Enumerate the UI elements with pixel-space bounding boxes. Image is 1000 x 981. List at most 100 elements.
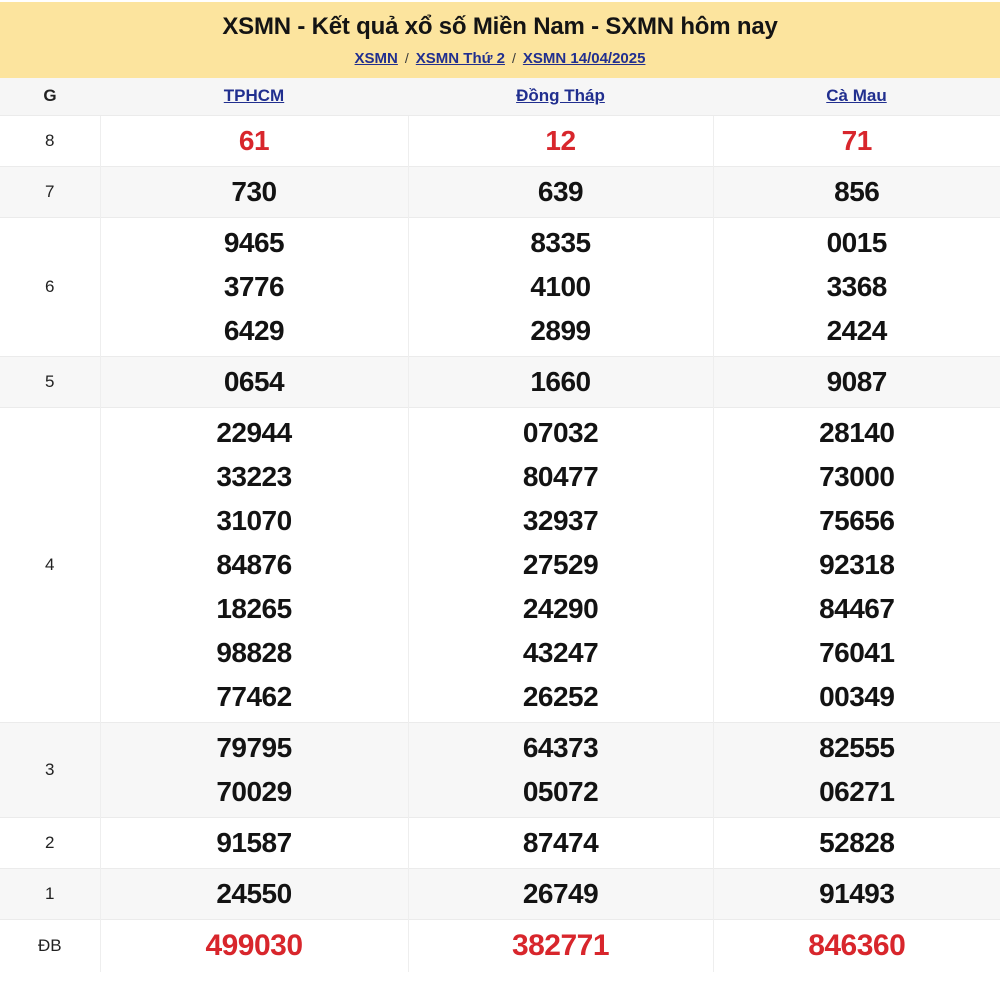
lottery-number: 3776 xyxy=(101,265,408,309)
lottery-number: 75656 xyxy=(714,499,1000,543)
breadcrumb-link-xsmn-thu-2[interactable]: XSMN Thứ 2 xyxy=(416,50,505,67)
column-header-tphcm: TPHCM xyxy=(100,78,408,116)
lottery-number: 77462 xyxy=(101,675,408,719)
lottery-number: 3368 xyxy=(714,265,1000,309)
lottery-number: 6429 xyxy=(101,309,408,353)
lottery-number: 26749 xyxy=(409,872,713,916)
lottery-number: 00349 xyxy=(714,675,1000,719)
column-header-ca-mau: Cà Mau xyxy=(713,78,1000,116)
prize-label: 8 xyxy=(0,116,100,167)
lottery-number: 73000 xyxy=(714,455,1000,499)
breadcrumb-separator: / xyxy=(398,50,416,66)
prize-label: 1 xyxy=(0,869,100,920)
result-cell: 856 xyxy=(713,167,1000,218)
prize-label: ĐB xyxy=(0,920,100,973)
result-cell: 52828 xyxy=(713,818,1000,869)
result-cell: 87474 xyxy=(408,818,713,869)
prize-label: 3 xyxy=(0,723,100,818)
breadcrumb: XSMN/XSMN Thứ 2/XSMN 14/04/2025 xyxy=(0,50,1000,67)
lottery-number: 98828 xyxy=(101,631,408,675)
lottery-number: 730 xyxy=(101,170,408,214)
prize-label: 4 xyxy=(0,408,100,723)
result-cell: 91587 xyxy=(100,818,408,869)
result-cell: 499030 xyxy=(100,920,408,973)
lottery-number: 92318 xyxy=(714,543,1000,587)
lottery-number: 79795 xyxy=(101,726,408,770)
result-cell: 1660 xyxy=(408,357,713,408)
province-link-ca-mau[interactable]: Cà Mau xyxy=(826,86,886,105)
lottery-number: 27529 xyxy=(409,543,713,587)
lottery-number: 91493 xyxy=(714,872,1000,916)
lottery-number: 80477 xyxy=(409,455,713,499)
breadcrumb-link-xsmn-date[interactable]: XSMN 14/04/2025 xyxy=(523,50,646,67)
table-header: G TPHCM Đồng Tháp Cà Mau xyxy=(0,78,1000,116)
lottery-number: 18265 xyxy=(101,587,408,631)
result-cell: 26749 xyxy=(408,869,713,920)
result-cell: 382771 xyxy=(408,920,713,973)
lottery-number: 84876 xyxy=(101,543,408,587)
page-title: XSMN - Kết quả xổ số Miền Nam - SXMN hôm… xyxy=(0,13,1000,41)
lottery-number: 382771 xyxy=(409,924,713,968)
lottery-number: 82555 xyxy=(714,726,1000,770)
lottery-number: 856 xyxy=(714,170,1000,214)
result-cell: 12 xyxy=(408,116,713,167)
lottery-number: 70029 xyxy=(101,770,408,814)
header-row: G TPHCM Đồng Tháp Cà Mau xyxy=(0,78,1000,116)
lottery-number: 05072 xyxy=(409,770,713,814)
breadcrumb-separator: / xyxy=(505,50,523,66)
result-cell: 639 xyxy=(408,167,713,218)
lottery-number: 91587 xyxy=(101,821,408,865)
result-cell: 730 xyxy=(100,167,408,218)
prize-label: 6 xyxy=(0,218,100,357)
result-cell: 24550 xyxy=(100,869,408,920)
lottery-number: 84467 xyxy=(714,587,1000,631)
prize-column-header: G xyxy=(0,78,100,116)
lottery-number: 846360 xyxy=(714,924,1000,968)
result-cell: 9087 xyxy=(713,357,1000,408)
lottery-number: 26252 xyxy=(409,675,713,719)
lottery-number: 76041 xyxy=(714,631,1000,675)
lottery-number: 28140 xyxy=(714,411,1000,455)
result-cell: 846360 xyxy=(713,920,1000,973)
lottery-number: 31070 xyxy=(101,499,408,543)
lottery-number: 0654 xyxy=(101,360,408,404)
lottery-number: 0015 xyxy=(714,221,1000,265)
province-link-dong-thap[interactable]: Đồng Tháp xyxy=(516,86,605,105)
lottery-number: 07032 xyxy=(409,411,713,455)
lottery-number: 2424 xyxy=(714,309,1000,353)
prize-label: 5 xyxy=(0,357,100,408)
result-cell: 91493 xyxy=(713,869,1000,920)
lottery-number: 52828 xyxy=(714,821,1000,865)
lottery-number: 71 xyxy=(714,119,1000,163)
province-link-tphcm[interactable]: TPHCM xyxy=(224,86,284,105)
prize-label: 7 xyxy=(0,167,100,218)
prize-label: 2 xyxy=(0,818,100,869)
result-cell: 0654 xyxy=(100,357,408,408)
lottery-number: 61 xyxy=(101,119,408,163)
lottery-number: 22944 xyxy=(101,411,408,455)
column-header-dong-thap: Đồng Tháp xyxy=(408,78,713,116)
lottery-number: 87474 xyxy=(409,821,713,865)
breadcrumb-link-xsmn[interactable]: XSMN xyxy=(355,50,398,67)
result-cell: 61 xyxy=(100,116,408,167)
lottery-number: 64373 xyxy=(409,726,713,770)
lottery-number: 639 xyxy=(409,170,713,214)
lottery-number: 9087 xyxy=(714,360,1000,404)
lottery-number: 9465 xyxy=(101,221,408,265)
